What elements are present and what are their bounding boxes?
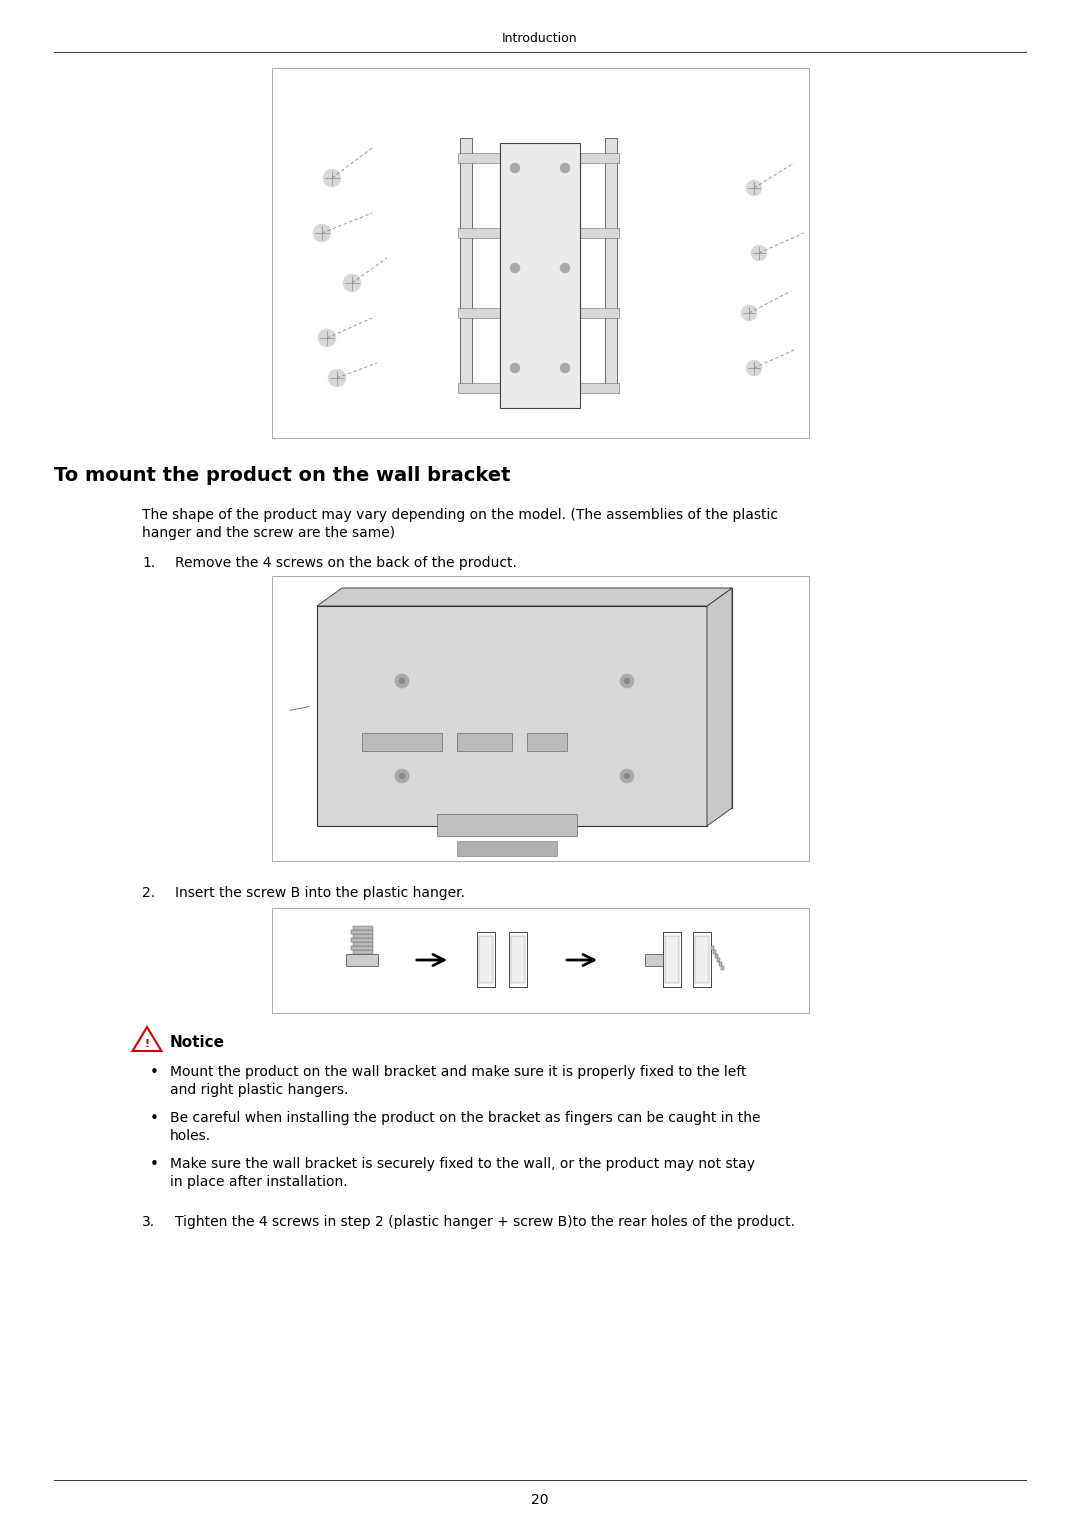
Text: Make sure the wall bracket is securely fixed to the wall, or the product may not: Make sure the wall bracket is securely f…	[170, 1157, 755, 1190]
Text: Tighten the 4 screws in step 2 (plastic hanger + screw B)to the rear holes of th: Tighten the 4 screws in step 2 (plastic …	[175, 1215, 795, 1229]
Text: Insert the screw B into the plastic hanger.: Insert the screw B into the plastic hang…	[175, 886, 465, 899]
Bar	[458, 228, 619, 238]
Bar	[719, 962, 723, 967]
Text: !: !	[145, 1038, 149, 1049]
Text: •: •	[150, 1157, 159, 1173]
Text: Notice: Notice	[170, 1035, 225, 1051]
Text: Be careful when installing the product on the bracket as fingers can be caught i: Be careful when installing the product o…	[170, 1112, 760, 1144]
Bar	[353, 942, 373, 947]
Text: 20: 20	[531, 1493, 549, 1507]
Bar	[511, 936, 525, 983]
Bar	[272, 909, 809, 1012]
Bar	[711, 947, 714, 950]
Bar	[721, 967, 724, 970]
Circle shape	[510, 263, 519, 273]
Circle shape	[620, 770, 634, 783]
Bar	[527, 733, 567, 751]
Bar	[457, 733, 512, 751]
Circle shape	[323, 363, 351, 392]
Bar	[696, 936, 708, 983]
Bar	[362, 733, 442, 751]
Circle shape	[313, 324, 341, 353]
Text: 1.: 1.	[141, 556, 156, 570]
Bar	[346, 954, 378, 967]
Bar	[272, 576, 809, 861]
Circle shape	[746, 360, 762, 376]
Circle shape	[338, 269, 366, 296]
Bar	[460, 137, 472, 388]
Bar	[353, 950, 373, 954]
Bar	[605, 137, 617, 388]
Bar	[665, 936, 679, 983]
Text: Remove the 4 screws on the back of the product.: Remove the 4 screws on the back of the p…	[175, 556, 517, 570]
Circle shape	[746, 240, 772, 266]
Bar	[272, 69, 809, 438]
Bar	[717, 957, 720, 962]
Circle shape	[510, 163, 519, 173]
Circle shape	[624, 773, 630, 779]
Circle shape	[323, 169, 341, 186]
Bar	[353, 935, 373, 938]
Polygon shape	[318, 588, 732, 606]
Circle shape	[399, 678, 405, 684]
Circle shape	[318, 328, 336, 347]
Circle shape	[620, 673, 634, 689]
Text: 3.: 3.	[141, 1215, 156, 1229]
Bar	[693, 931, 711, 986]
Text: The shape of the product may vary depending on the model. (The assemblies of the: The shape of the product may vary depend…	[141, 508, 778, 541]
Bar	[458, 308, 619, 318]
Circle shape	[561, 163, 570, 173]
Text: 2.: 2.	[141, 886, 156, 899]
Bar	[437, 814, 577, 835]
Bar	[351, 938, 373, 942]
Bar	[713, 950, 716, 954]
Polygon shape	[133, 1028, 161, 1051]
Circle shape	[741, 354, 767, 382]
Circle shape	[561, 263, 570, 273]
Bar	[351, 947, 373, 950]
Circle shape	[313, 224, 330, 241]
Bar	[318, 606, 707, 826]
Bar	[353, 925, 373, 930]
Text: Introduction: Introduction	[502, 32, 578, 44]
Text: •: •	[150, 1112, 159, 1125]
Bar	[342, 588, 732, 808]
Circle shape	[510, 363, 519, 373]
Circle shape	[395, 770, 409, 783]
Circle shape	[741, 305, 757, 321]
Bar	[458, 153, 619, 163]
Text: •: •	[150, 1064, 159, 1080]
Bar	[509, 931, 527, 986]
Circle shape	[746, 180, 762, 195]
Circle shape	[735, 299, 762, 325]
Polygon shape	[707, 588, 732, 826]
Bar	[645, 954, 663, 967]
Bar	[500, 144, 580, 408]
Circle shape	[751, 244, 767, 261]
Text: Mount the product on the wall bracket and make sure it is properly fixed to the : Mount the product on the wall bracket an…	[170, 1064, 746, 1098]
Bar	[457, 841, 557, 857]
Bar	[458, 383, 619, 392]
Circle shape	[399, 773, 405, 779]
Bar	[480, 936, 492, 983]
Circle shape	[624, 678, 630, 684]
Circle shape	[308, 218, 336, 247]
Bar	[715, 954, 718, 957]
Text: To mount the product on the wall bracket: To mount the product on the wall bracket	[54, 466, 511, 486]
Circle shape	[328, 370, 346, 386]
Bar	[663, 931, 681, 986]
Circle shape	[395, 673, 409, 689]
Circle shape	[561, 363, 570, 373]
Circle shape	[318, 163, 346, 192]
Bar	[477, 931, 495, 986]
Bar	[351, 930, 373, 935]
Circle shape	[343, 273, 361, 292]
Circle shape	[741, 176, 767, 202]
